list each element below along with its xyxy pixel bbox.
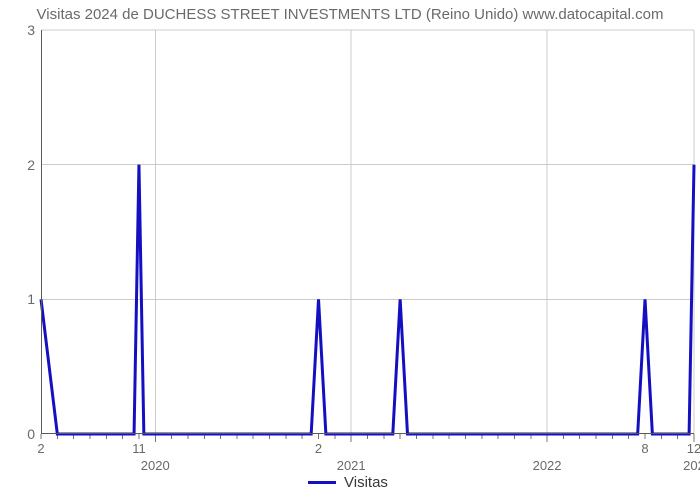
legend-swatch (308, 481, 336, 484)
legend: Visitas (308, 474, 388, 491)
data-series (41, 30, 694, 434)
chart-title: Visitas 2024 de DUCHESS STREET INVESTMEN… (0, 6, 700, 23)
y-tick-label: 1 (17, 291, 35, 307)
y-tick-label: 2 (17, 157, 35, 173)
chart-container: Visitas 2024 de DUCHESS STREET INVESTMEN… (0, 0, 700, 500)
x-major-label: 2021 (337, 458, 366, 473)
legend-label: Visitas (344, 474, 388, 491)
x-value-label: 8 (641, 441, 648, 456)
y-tick-label: 3 (17, 22, 35, 38)
plot-area (41, 30, 694, 434)
x-value-label: 12 (687, 441, 700, 456)
x-major-label: 202 (683, 458, 700, 473)
x-value-label: 2 (315, 441, 322, 456)
y-tick-label: 0 (17, 426, 35, 442)
x-value-label: 11 (132, 441, 146, 456)
x-value-label: 2 (37, 441, 44, 456)
x-major-label: 2022 (533, 458, 562, 473)
x-major-label: 2020 (141, 458, 170, 473)
